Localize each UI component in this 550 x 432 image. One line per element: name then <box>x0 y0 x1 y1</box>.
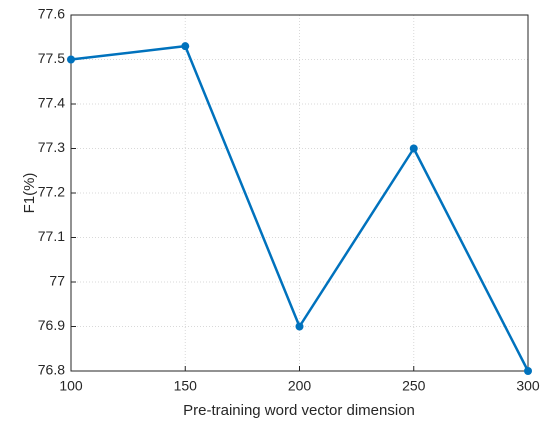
y-tick-label: 77.1 <box>38 228 65 244</box>
y-tick-label: 77.6 <box>38 6 65 22</box>
x-tick-label: 300 <box>516 378 540 394</box>
data-point <box>67 55 75 64</box>
data-point <box>524 367 532 375</box>
y-tick-label: 77.2 <box>38 184 65 200</box>
y-tick-label: 77.5 <box>38 50 65 66</box>
x-tick-label: 200 <box>288 378 312 394</box>
x-tick-label: 150 <box>174 378 198 394</box>
data-line <box>70 44 530 372</box>
x-tick-label: 250 <box>402 378 426 394</box>
y-tick-label: 77.3 <box>38 139 65 155</box>
data-point <box>409 144 418 153</box>
x-axis-label: Pre-training word vector dimension <box>183 402 415 419</box>
y-tick-label: 77.4 <box>38 95 65 111</box>
plot-frame <box>70 14 529 372</box>
x-tick-label: 100 <box>59 378 83 394</box>
y-tick-label: 77 <box>49 273 65 289</box>
y-tick-label: 76.8 <box>38 362 65 378</box>
data-point <box>295 322 304 331</box>
y-tick-label: 76.9 <box>38 317 65 333</box>
data-point <box>181 42 190 51</box>
y-axis-label: F1(%) <box>21 173 38 214</box>
